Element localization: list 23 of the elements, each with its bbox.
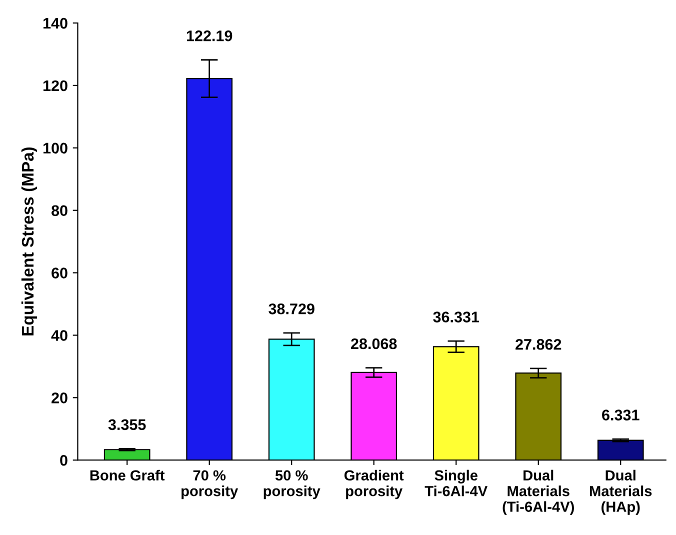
- x-tick-label: Dual Materials (Ti-6Al-4V): [502, 470, 574, 515]
- y-tick-label: 20: [52, 392, 68, 404]
- y-tick-label: 140: [43, 18, 68, 29]
- x-tick-label: 50 % porosity: [264, 470, 320, 500]
- data-label: 27.862: [516, 338, 562, 350]
- data-label: 28.068: [351, 338, 397, 350]
- x-tick-label: Single Ti-6Al-4V: [424, 470, 488, 496]
- x-tick-label: Gradient porosity: [344, 470, 404, 500]
- y-tick-label: 40: [51, 330, 68, 341]
- y-tick-label: 0: [60, 454, 68, 466]
- data-label: 3.355: [108, 419, 146, 430]
- y-tick-label: 80: [52, 205, 68, 216]
- data-label: 122.19: [186, 30, 232, 42]
- y-tick-label: 120: [43, 80, 68, 92]
- y-axis-title: Equivalent Stress (MPa): [21, 147, 37, 336]
- y-tick-label: 100: [43, 142, 68, 154]
- y-tick-label: 60: [52, 268, 68, 278]
- data-label: 36.331: [433, 312, 480, 322]
- data-label: 38.729: [268, 303, 314, 314]
- x-tick-label: 70 % porosity: [182, 470, 238, 500]
- data-label: 6.331: [602, 410, 640, 420]
- x-tick-label: Dual Materials (HAp): [590, 470, 652, 515]
- x-tick-label: Bone Graft: [90, 470, 165, 481]
